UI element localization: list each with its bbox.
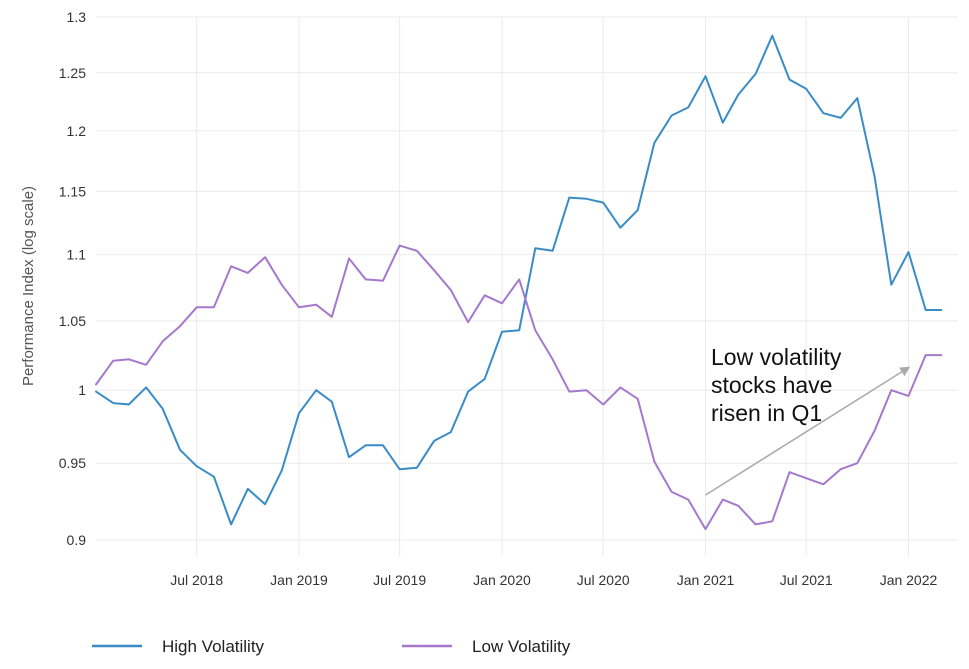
series-lines xyxy=(95,34,943,531)
x-axis-ticks: Jul 2018 Jan 2019 Jul 2019 Jan 2020 Jul 2020… xyxy=(170,572,937,588)
y-tick-label: 1.2 xyxy=(67,123,87,139)
legend-item-high-volatility: High Volatility xyxy=(92,637,265,656)
x-tick-label: Jul 2020 xyxy=(577,572,630,588)
legend-item-low-volatility: Low Volatility xyxy=(402,637,571,656)
x-tick-label: Jul 2021 xyxy=(780,572,833,588)
x-tick-label: Jul 2018 xyxy=(170,572,223,588)
legend-label-high-volatility: High Volatility xyxy=(162,637,265,656)
x-tick-label: Jan 2022 xyxy=(880,572,938,588)
y-tick-label: 1.1 xyxy=(67,247,87,263)
y-axis-title: Performance Index (log scale) xyxy=(20,186,37,386)
annotation-text: Low volatility stocks have risen in Q1 xyxy=(711,344,842,426)
x-tick-label: Jan 2021 xyxy=(677,572,735,588)
series-line-low-volatility xyxy=(95,244,943,531)
annotation: Low volatility stocks have risen in Q1 xyxy=(705,344,911,496)
legend-label-low-volatility: Low Volatility xyxy=(472,637,571,656)
y-axis-ticks: 0.9 0.95 1 1.05 1.1 1.15 1.2 1.25 1.3 xyxy=(59,9,86,548)
y-tick-label: 1 xyxy=(78,382,86,398)
annotation-arrow xyxy=(705,366,911,496)
y-tick-label: 1.25 xyxy=(59,65,86,81)
y-tick-label: 1.3 xyxy=(67,9,87,25)
gridlines xyxy=(96,16,958,556)
annotation-text-line: Low volatility xyxy=(711,344,842,370)
legend: High Volatility Low Volatility xyxy=(92,637,571,656)
y-tick-label: 0.9 xyxy=(67,532,87,548)
x-tick-label: Jan 2020 xyxy=(473,572,531,588)
x-tick-label: Jul 2019 xyxy=(373,572,426,588)
series-line-high-volatility xyxy=(95,34,943,526)
y-tick-label: 1.05 xyxy=(59,313,86,329)
x-tick-label: Jan 2019 xyxy=(270,572,328,588)
y-tick-label: 0.95 xyxy=(59,455,86,471)
annotation-text-line: risen in Q1 xyxy=(711,400,822,426)
y-tick-label: 1.15 xyxy=(59,183,86,199)
annotation-text-line: stocks have xyxy=(711,372,832,398)
